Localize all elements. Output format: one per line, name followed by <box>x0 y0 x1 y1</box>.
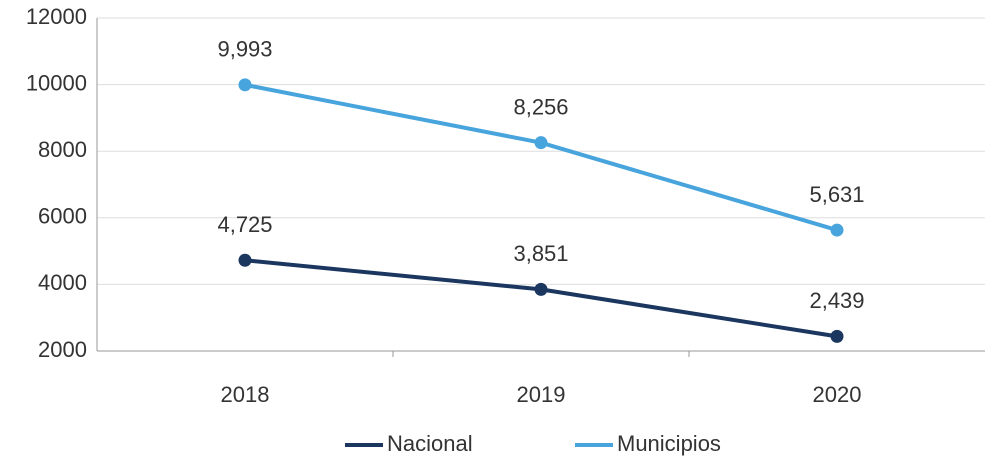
data-label: 2,439 <box>809 288 864 313</box>
point <box>238 253 252 267</box>
data-label: 8,256 <box>513 94 568 119</box>
data-label: 4,725 <box>217 212 272 237</box>
data-label: 9,993 <box>217 37 272 62</box>
y-tick-label: 2000 <box>38 337 87 362</box>
legend-label: Nacional <box>387 431 473 456</box>
point <box>830 329 844 343</box>
point <box>238 78 252 92</box>
y-tick-label: 8000 <box>38 137 87 162</box>
legend-label: Municipios <box>617 431 721 456</box>
x-tick-label: 2020 <box>813 382 862 407</box>
series-line <box>244 258 838 339</box>
point <box>534 282 548 296</box>
y-tick-label: 4000 <box>38 270 87 295</box>
y-tick-label: 10000 <box>26 70 87 95</box>
x-tick-label: 2018 <box>221 382 270 407</box>
data-label: 5,631 <box>809 182 864 207</box>
y-tick-label: 6000 <box>38 204 87 229</box>
x-tick-label: 2019 <box>517 382 566 407</box>
data-label: 3,851 <box>513 241 568 266</box>
point <box>534 136 548 150</box>
point <box>830 223 844 237</box>
y-tick-label: 12000 <box>26 4 87 29</box>
